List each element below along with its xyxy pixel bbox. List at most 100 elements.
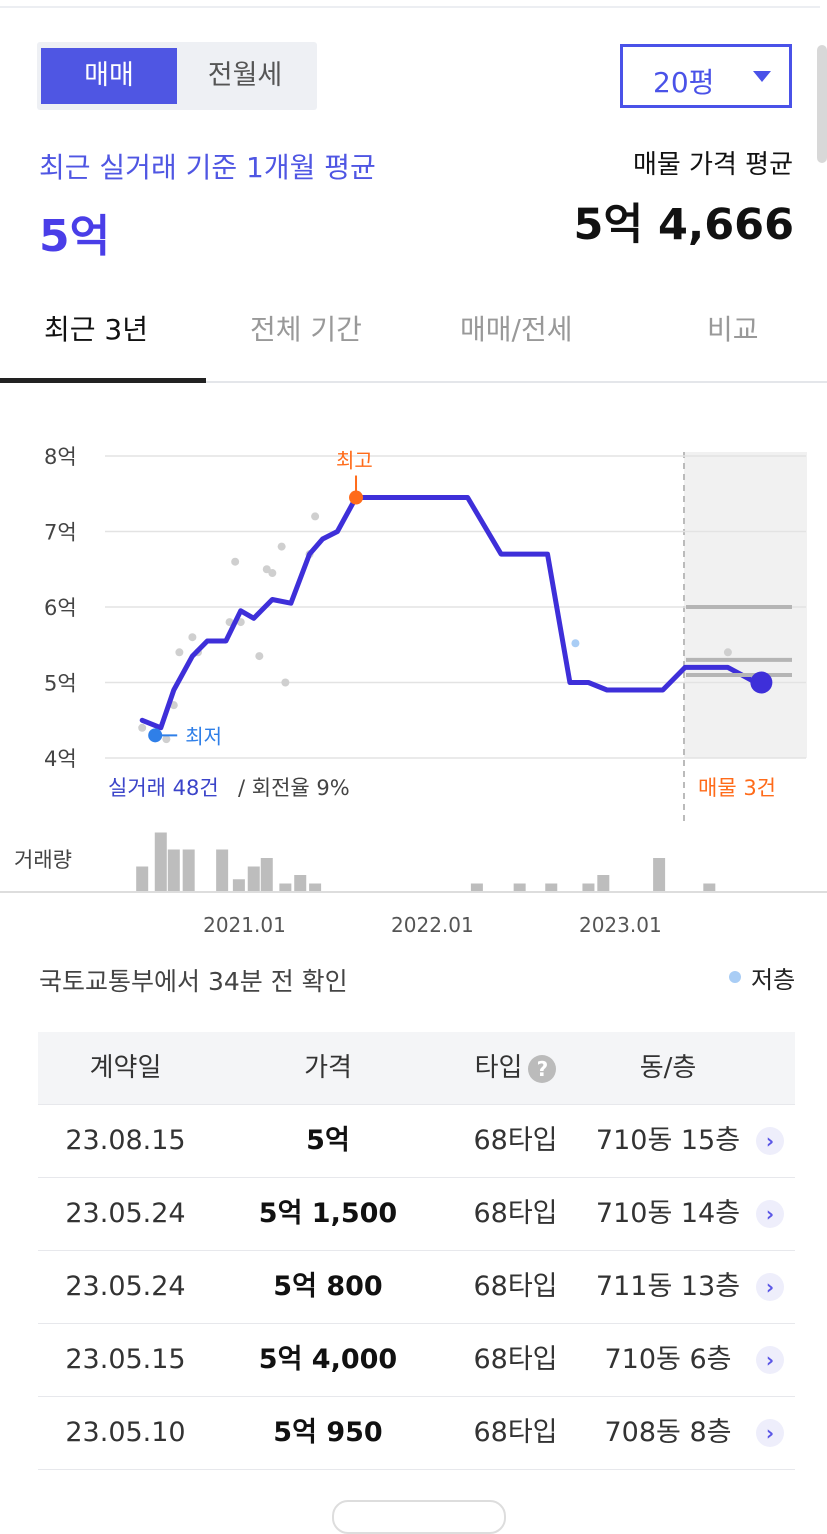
trade-point [138, 723, 147, 732]
current-price-marker [750, 671, 773, 694]
high-label: 최고 [336, 449, 373, 473]
row-price: 5억 4,000 [258, 1344, 398, 1375]
tab-compare[interactable]: 비교 [707, 313, 759, 346]
listing-average-value: 5억 4,666 [573, 200, 794, 250]
tab-divider [0, 381, 827, 383]
volume-bar [182, 849, 195, 892]
volume-bar [279, 883, 292, 892]
more-button[interactable] [332, 1500, 506, 1534]
listing-average-label: 매물 가격 평균 [632, 150, 793, 180]
chevron-right-icon[interactable]: › [756, 1273, 784, 1301]
volume-label: 거래량 [14, 848, 72, 872]
row-date: 23.05.24 [65, 1198, 186, 1229]
row-unit: 708동 8층 [604, 1417, 732, 1448]
y-tick-label: 6억 [44, 596, 77, 620]
trade-type-toggle: 매매 전월세 [37, 42, 317, 110]
price-line [139, 495, 764, 731]
trade-point [311, 512, 320, 521]
y-tick-label: 4억 [44, 747, 77, 771]
trade-point [723, 648, 732, 657]
volume-bar [294, 875, 307, 892]
chevron-right-icon[interactable]: › [756, 1419, 784, 1447]
trade-count-label: 실거래 48건 [108, 776, 219, 800]
row-date: 23.05.15 [65, 1344, 186, 1375]
volume-bar [582, 883, 595, 892]
y-axis: 8억 7억 6억 5억 4억 [44, 445, 77, 771]
header-type-label: 타입 [474, 1053, 523, 1083]
x-tick-label: 2023.01 [579, 913, 662, 937]
volume-bar [309, 883, 322, 892]
table-row[interactable]: 23.05.24 5억 800 68타입 711동 13층 › [38, 1250, 795, 1323]
volume-bar [545, 883, 558, 892]
volume-bar [247, 866, 260, 892]
volume-bar [513, 883, 526, 892]
chevron-right-icon[interactable]: › [756, 1200, 784, 1228]
table-row[interactable]: 23.08.15 5억 68타입 710동 15층 › [38, 1104, 795, 1177]
row-date: 23.05.24 [65, 1271, 186, 1302]
data-source-note: 국토교통부에서 34분 전 확인 [39, 967, 348, 996]
row-unit: 710동 14층 [595, 1198, 741, 1229]
x-tick-label: 2022.01 [391, 913, 474, 937]
tab-recent-3y[interactable]: 최근 3년 [44, 313, 148, 346]
average-subtitle: 최근 실거래 기준 1개월 평균 [39, 151, 376, 184]
listing-price-lines [686, 605, 792, 677]
row-type: 68타입 [473, 1271, 558, 1302]
turnover-label: / 회전율 9% [238, 776, 350, 800]
table-body: 23.08.15 5억 68타입 710동 15층 › 23.05.24 5억 1,500 6… [38, 1104, 795, 1470]
area-select-value: 20평 [653, 66, 715, 99]
volume-bar [154, 832, 167, 892]
volume-bars [136, 832, 716, 892]
row-price: 5억 [306, 1125, 350, 1156]
chevron-right-icon[interactable]: › [756, 1127, 784, 1155]
average-price: 5억 [39, 211, 111, 262]
low-floor-legend-label: 저층 [751, 966, 796, 994]
row-unit: 710동 6층 [604, 1344, 732, 1375]
low-marker [148, 728, 163, 743]
tab-sale[interactable]: 매매 [41, 48, 177, 104]
question-icon[interactable]: ? [528, 1054, 557, 1083]
low-floor-legend-dot [729, 971, 741, 983]
row-price: 5억 950 [273, 1417, 383, 1448]
trade-point [188, 633, 197, 642]
volume-bar [260, 858, 273, 892]
scrollbar[interactable] [817, 45, 827, 163]
trade-point [162, 735, 171, 744]
tab-rent[interactable]: 전월세 [207, 60, 283, 91]
row-date: 23.05.10 [65, 1417, 186, 1448]
row-type: 68타입 [473, 1125, 558, 1156]
y-tick-label: 7억 [44, 521, 77, 545]
trade-point [255, 652, 264, 661]
row-type: 68타입 [473, 1198, 558, 1229]
volume-bar [653, 858, 666, 892]
y-tick-label: 5억 [44, 672, 77, 696]
volume-bar [597, 875, 610, 892]
table-row[interactable]: 23.05.15 5억 4,000 68타입 710동 6층 › [38, 1323, 795, 1396]
row-type: 68타입 [473, 1417, 558, 1448]
row-type: 68타입 [473, 1344, 558, 1375]
volume-bar [470, 883, 483, 892]
volume-bar [136, 866, 149, 892]
low-label: 최저 [185, 724, 222, 748]
volume-bar [167, 849, 180, 892]
trade-point [175, 648, 184, 657]
chevron-right-icon[interactable]: › [756, 1346, 784, 1374]
tab-all-period[interactable]: 전체 기간 [250, 313, 362, 346]
transaction-table: 계약일 가격 타입? 동/층 23.08.15 5억 68타입 710동 15층 › 23… [38, 1032, 795, 1470]
high-marker [349, 490, 364, 505]
volume-bar [703, 883, 716, 892]
trade-point [281, 678, 290, 687]
table-row[interactable]: 23.05.24 5억 1,500 68타입 710동 14층 › [38, 1177, 795, 1250]
trade-point [268, 569, 277, 578]
table-row[interactable]: 23.05.10 5억 950 68타입 708동 8층 › [38, 1396, 795, 1470]
trade-point [231, 557, 240, 566]
tab-sale-vs-jeonse[interactable]: 매매/전세 [460, 313, 573, 346]
caret-down-icon [753, 71, 771, 82]
volume-bar [216, 849, 229, 892]
header-price: 가격 [304, 1053, 352, 1083]
header-type: 타입? [448, 1032, 583, 1104]
listing-count-label: 매물 3건 [698, 776, 776, 800]
x-axis: 2021.01 2022.01 2023.01 [203, 913, 662, 937]
header-date: 계약일 [89, 1053, 162, 1083]
area-select[interactable]: 20평 [620, 44, 792, 108]
